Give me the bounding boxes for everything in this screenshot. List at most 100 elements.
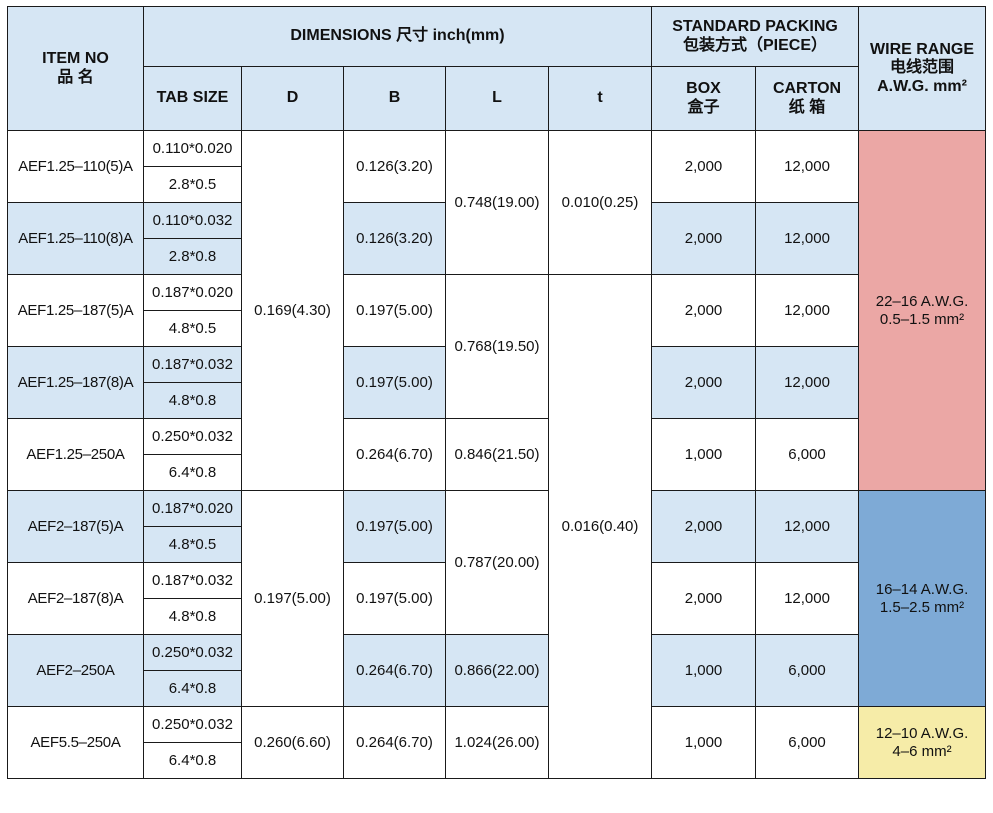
item-cell: AEF2–187(8)A — [7, 562, 144, 635]
wire-range-cn-label: 电线范围 — [890, 59, 955, 77]
wire-range-cell: 16–14 A.W.G. 1.5–2.5 mm² — [858, 490, 987, 707]
item-no-label: ITEM NO — [42, 50, 109, 68]
carton-header: CARTON 纸 箱 — [755, 66, 860, 131]
tab-mm-cell: 4.8*0.8 — [143, 382, 242, 419]
item-cell: AEF2–250A — [7, 634, 144, 707]
standard-packing-label: STANDARD PACKING — [672, 18, 838, 36]
item-cell: AEF1.25–250A — [7, 418, 144, 491]
item-cell: AEF5.5–250A — [7, 706, 144, 779]
box-cell: 1,000 — [651, 706, 757, 779]
t-header: t — [547, 66, 653, 131]
item-no-header: ITEM NO 品 名 — [7, 6, 144, 131]
wire-awg-text: 22–16 A.W.G. — [875, 293, 969, 311]
item-cell: AEF1.25–187(8)A — [7, 346, 144, 419]
item-cell: AEF2–187(5)A — [7, 490, 144, 563]
l-cell: 0.866(22.00) — [445, 634, 549, 707]
box-cell: 2,000 — [651, 490, 757, 563]
carton-cell: 6,000 — [755, 418, 860, 491]
carton-cell: 12,000 — [755, 274, 860, 347]
b-cell: 0.264(6.70) — [343, 706, 446, 779]
tab-inch-cell: 0.187*0.032 — [143, 346, 242, 383]
tab-mm-cell: 4.8*0.5 — [143, 526, 242, 563]
dimensions-header: DIMENSIONS 尺寸 inch(mm) — [142, 6, 653, 67]
wire-awg-text: 12–10 A.W.G. — [875, 725, 969, 743]
item-cell: AEF1.25–187(5)A — [7, 274, 144, 347]
item-cell: AEF1.25–110(8)A — [7, 202, 144, 275]
box-cell: 1,000 — [651, 418, 757, 491]
d-cell: 0.197(5.00) — [241, 490, 344, 707]
t-cell: 0.010(0.25) — [547, 130, 653, 275]
tab-inch-cell: 0.187*0.020 — [143, 490, 242, 527]
wire-mm-text: 1.5–2.5 mm² — [879, 598, 965, 616]
wire-range-label: WIRE RANGE — [870, 40, 975, 58]
l-header: L — [445, 66, 549, 131]
carton-cell: 12,000 — [755, 562, 860, 635]
l-cell: 0.846(21.50) — [445, 418, 549, 491]
wire-mm-text: 0.5–1.5 mm² — [879, 310, 965, 328]
tab-mm-cell: 4.8*0.5 — [143, 310, 242, 347]
tab-inch-cell: 0.110*0.020 — [143, 130, 242, 167]
tab-mm-cell: 6.4*0.8 — [143, 454, 242, 491]
standard-packing-header: STANDARD PACKING 包装方式（PIECE） — [651, 6, 860, 67]
b-cell: 0.264(6.70) — [343, 418, 446, 491]
table-row: AEF2–187(5)A 0.187*0.020 0.197(5.00) 0.1… — [7, 490, 987, 707]
b-cell: 0.126(3.20) — [343, 130, 446, 203]
b-cell: 0.197(5.00) — [343, 346, 446, 419]
carton-label: CARTON — [772, 80, 842, 98]
standard-packing-cn-label: 包装方式（PIECE） — [683, 36, 828, 54]
carton-cell: 12,000 — [755, 202, 860, 275]
b-cell: 0.126(3.20) — [343, 202, 446, 275]
wire-awg-text: 16–14 A.W.G. — [875, 581, 969, 599]
tab-inch-cell: 0.187*0.032 — [143, 562, 242, 599]
l-cell: 0.787(20.00) — [445, 490, 549, 635]
t-cell: 0.016(0.40) — [547, 274, 653, 779]
box-cell: 2,000 — [651, 346, 757, 419]
header-row-1: ITEM NO 品 名 DIMENSIONS 尺寸 inch(mm) STAND… — [7, 6, 987, 131]
b-cell: 0.264(6.70) — [343, 634, 446, 707]
item-cell: AEF1.25–110(5)A — [7, 130, 144, 203]
b-cell: 0.197(5.00) — [343, 274, 446, 347]
l-cell: 0.748(19.00) — [445, 130, 549, 275]
box-cell: 2,000 — [651, 274, 757, 347]
table-row: AEF1.25–250A 0.250*0.032 0.264(6.70) 0.8… — [7, 418, 986, 491]
carton-cell: 12,000 — [755, 130, 860, 203]
table-row: AEF1.25–187(5)A 0.187*0.020 0.197(5.00) … — [7, 274, 986, 779]
tab-mm-cell: 6.4*0.8 — [143, 742, 242, 779]
wire-range-cell: 12–10 A.W.G. 4–6 mm² — [858, 706, 987, 779]
header-row-2: TAB SIZE D B L t BOX 盒子 CARTON 纸 箱 — [8, 66, 986, 131]
box-header: BOX 盒子 — [651, 66, 757, 131]
carton-cn-label: 纸 箱 — [788, 98, 826, 116]
tab-size-header: TAB SIZE — [143, 66, 242, 131]
carton-cell: 12,000 — [755, 490, 860, 563]
carton-cell: 12,000 — [755, 346, 860, 419]
d-cell: 0.169(4.30) — [241, 130, 344, 491]
table-row: AEF1.25–110(5)A 0.110*0.020 0.169(4.30) … — [7, 130, 987, 491]
tab-inch-cell: 0.187*0.020 — [143, 274, 242, 311]
box-cell: 2,000 — [651, 202, 757, 275]
box-label: BOX — [686, 80, 721, 98]
item-no-cn-label: 品 名 — [57, 68, 94, 86]
tab-mm-cell: 6.4*0.8 — [143, 670, 242, 707]
tab-mm-cell: 4.8*0.8 — [143, 598, 242, 635]
table-row: AEF2–250A 0.250*0.032 0.264(6.70) 0.866(… — [7, 634, 986, 707]
wire-mm-text: 4–6 mm² — [892, 742, 952, 760]
table-row: AEF5.5–250A 0.250*0.032 0.260(6.60) 0.26… — [7, 706, 987, 779]
b-cell: 0.197(5.00) — [343, 490, 446, 563]
wire-range-header: WIRE RANGE 电线范围 A.W.G. mm² — [858, 6, 987, 131]
tab-inch-cell: 0.250*0.032 — [143, 634, 242, 671]
box-cell: 2,000 — [651, 130, 757, 203]
b-header: B — [343, 66, 446, 131]
d-cell: 0.260(6.60) — [241, 706, 344, 779]
spec-table: ITEM NO 品 名 DIMENSIONS 尺寸 inch(mm) STAND… — [7, 6, 987, 779]
tab-mm-cell: 2.8*0.8 — [143, 238, 242, 275]
b-cell: 0.197(5.00) — [343, 562, 446, 635]
tab-inch-cell: 0.250*0.032 — [143, 418, 242, 455]
carton-cell: 6,000 — [755, 634, 860, 707]
tab-inch-cell: 0.110*0.032 — [143, 202, 242, 239]
box-cn-label: 盒子 — [687, 98, 720, 116]
l-cell: 1.024(26.00) — [445, 706, 549, 779]
tab-inch-cell: 0.250*0.032 — [143, 706, 242, 743]
l-cell: 0.768(19.50) — [445, 274, 549, 419]
tab-mm-cell: 2.8*0.5 — [143, 166, 242, 203]
carton-cell: 6,000 — [755, 706, 860, 779]
